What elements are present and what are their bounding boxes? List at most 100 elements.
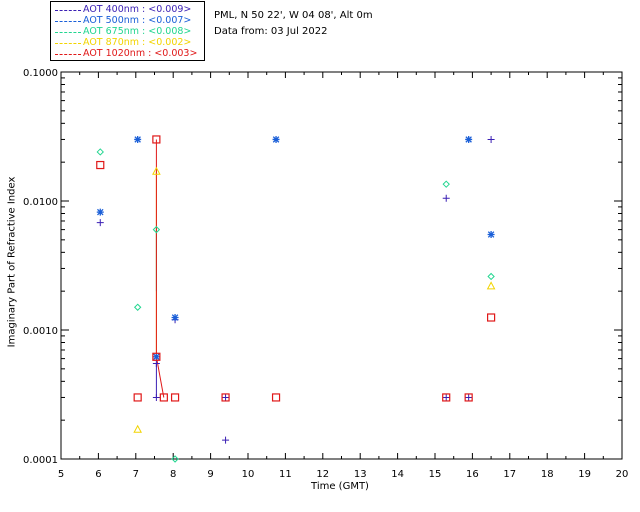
data-point bbox=[133, 424, 143, 433]
x-tick-label: 16 bbox=[466, 469, 479, 480]
y-tick-label: 0.0001 bbox=[23, 455, 58, 466]
square-marker bbox=[442, 393, 451, 402]
plus-marker bbox=[442, 393, 450, 401]
data-point bbox=[465, 135, 473, 143]
x-axis-label: Time (GMT) bbox=[311, 481, 369, 492]
data-point bbox=[134, 135, 142, 143]
data-point bbox=[152, 353, 160, 361]
legend-label-1020nm: AOT 1020nm : <0.003> bbox=[83, 48, 198, 59]
diamond-marker bbox=[171, 455, 179, 463]
plus-marker bbox=[487, 135, 495, 143]
asterisk-marker bbox=[134, 135, 142, 143]
x-tick-label: 20 bbox=[616, 469, 629, 480]
y-tick-label: 0.0010 bbox=[23, 326, 58, 337]
x-tick-label: 19 bbox=[578, 469, 591, 480]
data-date: Data from: 03 Jul 2022 bbox=[214, 26, 328, 37]
plus-marker bbox=[222, 393, 230, 401]
legend-label-500nm: AOT 500nm : <0.007> bbox=[83, 15, 192, 26]
square-marker bbox=[464, 393, 473, 402]
x-tick-label: 5 bbox=[58, 469, 64, 480]
diamond-marker bbox=[487, 272, 495, 281]
plus-marker bbox=[96, 219, 104, 227]
x-tick-label: 18 bbox=[541, 469, 554, 480]
diamond-marker bbox=[96, 148, 104, 156]
triangle-marker bbox=[133, 424, 143, 433]
data-point bbox=[487, 272, 495, 281]
data-point bbox=[442, 393, 451, 402]
x-tick-label: 10 bbox=[242, 469, 255, 480]
series-aot-1020nm bbox=[96, 135, 496, 402]
data-point bbox=[133, 303, 142, 311]
square-marker bbox=[96, 160, 105, 170]
square-marker bbox=[221, 393, 230, 402]
data-point bbox=[272, 135, 280, 143]
x-tick-label: 7 bbox=[133, 469, 139, 480]
legend-item-1020nm: AOT 1020nm : <0.003> bbox=[51, 48, 204, 60]
data-point bbox=[487, 135, 495, 143]
data-point bbox=[152, 135, 161, 144]
x-tick-label: 17 bbox=[503, 469, 516, 480]
plus-marker bbox=[465, 393, 473, 401]
y-tick-label: 0.0100 bbox=[23, 197, 58, 208]
legend-line-675nm bbox=[55, 32, 81, 33]
x-tick-label: 15 bbox=[429, 469, 442, 480]
asterisk-marker bbox=[171, 313, 179, 321]
square-marker bbox=[159, 393, 168, 402]
series-aot-500nm bbox=[96, 135, 495, 361]
diamond-marker bbox=[442, 180, 450, 188]
data-point bbox=[442, 180, 450, 188]
plus-marker bbox=[222, 436, 230, 444]
x-tick-label: 13 bbox=[354, 469, 367, 480]
data-point bbox=[170, 393, 180, 402]
legend-item-870nm: AOT 870nm : <0.002> bbox=[51, 37, 204, 49]
data-point bbox=[152, 166, 161, 175]
series-aot-675nm bbox=[96, 148, 495, 463]
legend-label-400nm: AOT 400nm : <0.009> bbox=[83, 4, 192, 15]
data-point bbox=[487, 313, 496, 322]
data-point bbox=[96, 219, 104, 227]
axes: 5 6 7 8 9 10 11 12 13 14 15 16 17 18 19 20 0.0001 0.0010 0… bbox=[23, 68, 628, 480]
data-point bbox=[487, 230, 495, 238]
data-point bbox=[222, 393, 230, 401]
square-marker bbox=[487, 313, 496, 322]
legend-label-870nm: AOT 870nm : <0.002> bbox=[83, 37, 192, 48]
data-point bbox=[96, 208, 104, 216]
data-point bbox=[222, 436, 230, 444]
legend-line-400nm bbox=[55, 10, 81, 11]
data-point bbox=[171, 313, 179, 321]
data-point bbox=[133, 393, 142, 402]
plus-marker bbox=[152, 359, 160, 367]
diamond-marker bbox=[152, 225, 161, 234]
legend-item-500nm: AOT 500nm : <0.007> bbox=[51, 15, 204, 27]
square-marker bbox=[152, 352, 161, 361]
asterisk-marker bbox=[272, 135, 280, 143]
data-point bbox=[171, 455, 179, 463]
data-point bbox=[152, 225, 161, 234]
square-marker bbox=[152, 135, 161, 144]
data-points bbox=[96, 135, 496, 463]
legend-item-675nm: AOT 675nm : <0.008> bbox=[51, 26, 204, 38]
data-point bbox=[465, 393, 473, 401]
square-marker bbox=[170, 393, 180, 402]
data-point bbox=[464, 393, 473, 402]
triangle-marker bbox=[486, 281, 496, 290]
data-point bbox=[486, 281, 496, 290]
data-point bbox=[159, 393, 168, 402]
data-point bbox=[221, 393, 230, 402]
x-tick-label: 12 bbox=[316, 469, 329, 480]
plus-marker bbox=[152, 393, 160, 401]
legend-label-675nm: AOT 675nm : <0.008> bbox=[83, 26, 192, 37]
legend-line-870nm bbox=[55, 43, 81, 44]
data-point bbox=[96, 148, 104, 156]
x-tick-label: 11 bbox=[279, 469, 292, 480]
data-point bbox=[152, 359, 160, 367]
site-location: PML, N 50 22', W 04 08', Alt 0m bbox=[214, 10, 373, 21]
data-point bbox=[96, 160, 105, 170]
data-point bbox=[442, 393, 450, 401]
asterisk-marker bbox=[487, 230, 495, 238]
data-point bbox=[271, 393, 281, 402]
legend-item-400nm: AOT 400nm : <0.009> bbox=[51, 4, 204, 16]
site-info: PML, N 50 22', W 04 08', Alt 0m Data fro… bbox=[214, 8, 373, 40]
triangle-marker bbox=[152, 166, 161, 175]
